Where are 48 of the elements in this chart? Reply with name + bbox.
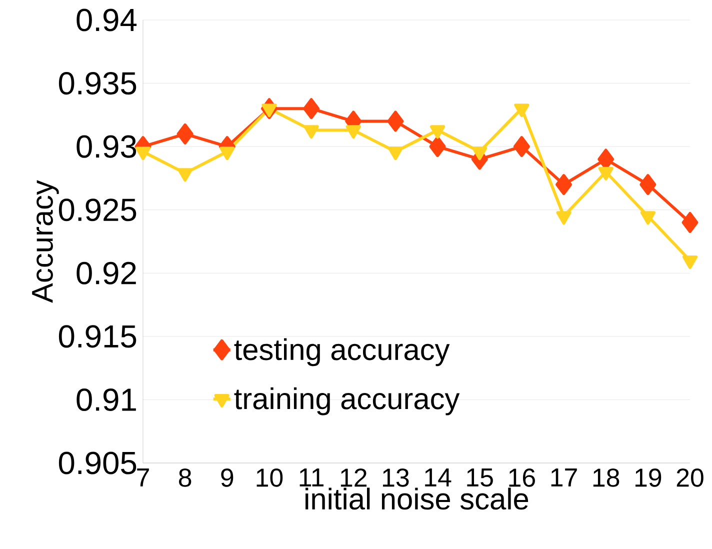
x-tick-label: 10 <box>256 468 283 487</box>
point <box>387 110 404 132</box>
point <box>514 104 530 118</box>
point <box>178 168 193 182</box>
point <box>640 211 656 225</box>
legend-label: testing accuracy <box>234 338 450 366</box>
y-tick-label: 0.93 <box>76 135 136 158</box>
point <box>640 174 656 196</box>
x-tick-label: 12 <box>340 468 366 487</box>
x-axis-title: initial noise scale <box>306 488 528 510</box>
point <box>556 174 572 196</box>
x-tick-label: 19 <box>635 468 662 487</box>
point <box>430 125 446 139</box>
point <box>429 136 446 158</box>
legend-label: training accuracy <box>234 387 460 416</box>
x-tick-label: 14 <box>425 468 452 486</box>
point <box>682 255 698 269</box>
x-tick-label: 7 <box>137 468 149 486</box>
x-tick-label: 17 <box>551 468 577 486</box>
point <box>598 166 614 180</box>
y-tick-label: 0.92 <box>76 262 136 284</box>
point <box>556 211 572 225</box>
y-tick-label: 0.935 <box>58 72 136 95</box>
x-tick-label: 9 <box>221 468 234 487</box>
x-tick-label: 18 <box>593 468 620 487</box>
x-tick-label: 20 <box>676 468 704 487</box>
x-tick-label: 11 <box>300 468 324 486</box>
point <box>220 146 235 160</box>
y-tick-label: 0.905 <box>58 452 136 474</box>
point <box>513 136 530 158</box>
y-tick-label: 0.91 <box>76 388 136 411</box>
point <box>262 104 277 118</box>
point <box>682 212 698 234</box>
x-tick-label: 13 <box>383 468 409 487</box>
point <box>304 125 319 139</box>
y-tick-label: 0.94 <box>76 8 137 32</box>
point <box>135 146 151 160</box>
y-tick-label: 0.915 <box>58 325 136 348</box>
x-tick-label: 15 <box>467 468 493 487</box>
point <box>388 146 404 160</box>
y-tick-label: 0.925 <box>58 198 136 222</box>
point <box>472 146 488 160</box>
point <box>303 98 320 120</box>
point <box>176 123 194 144</box>
y-axis-title: Accuracy <box>32 180 59 303</box>
x-tick-label: 16 <box>509 468 535 487</box>
x-tick-label: 8 <box>179 468 192 487</box>
point <box>346 125 361 139</box>
